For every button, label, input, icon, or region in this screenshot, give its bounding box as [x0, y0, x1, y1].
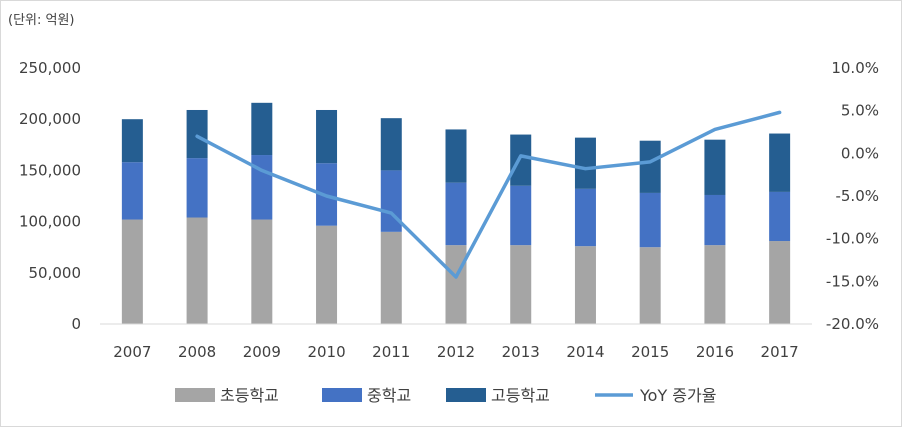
bar-segment — [574, 246, 596, 324]
x-tick-label: 2011 — [372, 343, 410, 361]
x-tick-label: 2016 — [696, 343, 734, 361]
legend-label: YoY 증가율 — [639, 386, 716, 405]
bar-segment — [639, 247, 661, 324]
bar-segment — [769, 133, 791, 192]
legend-swatch — [322, 388, 362, 402]
legend-label: 중학교 — [367, 386, 411, 405]
bar-segment — [445, 245, 467, 324]
x-tick-label: 2008 — [178, 343, 216, 361]
y-right-tick-label: 10.0% — [831, 59, 879, 77]
bar-segment — [510, 134, 532, 186]
bar-segment — [574, 188, 596, 247]
x-tick-label: 2007 — [113, 343, 151, 361]
legend-swatch — [175, 388, 215, 402]
bar-segment — [121, 119, 143, 163]
y-left-tick-label: 200,000 — [19, 110, 81, 128]
x-tick-label: 2013 — [502, 343, 540, 361]
bar-segment — [380, 118, 402, 171]
x-tick-label: 2015 — [631, 343, 669, 361]
y-right-tick-label: 0.0% — [841, 144, 879, 162]
x-tick-label: 2014 — [566, 343, 604, 361]
bar-segment — [121, 219, 143, 324]
bar-segment — [316, 109, 338, 164]
unit-label: (단위: 억원) — [8, 13, 75, 28]
y-right-tick-label: -10.0% — [826, 230, 879, 248]
y-left-tick-label: 100,000 — [19, 213, 81, 231]
bar-segment — [639, 192, 661, 248]
x-tick-label: 2017 — [761, 343, 799, 361]
bar-segment — [186, 109, 208, 159]
y-left-tick-label: 50,000 — [29, 264, 82, 282]
bar-segment — [445, 182, 467, 246]
bar-segment — [121, 162, 143, 220]
bar-segment — [704, 245, 726, 324]
bar-segment — [251, 219, 273, 324]
y-right-tick-label: -5.0% — [835, 187, 879, 205]
y-left-tick-label: 150,000 — [19, 161, 81, 179]
bar-segment — [704, 194, 726, 246]
y-left-tick-label: 250,000 — [19, 59, 81, 77]
x-tick-label: 2012 — [437, 343, 475, 361]
bar-segment — [510, 245, 532, 324]
bar-segment — [510, 185, 532, 246]
legend-label: 초등학교 — [220, 386, 279, 405]
bar-segment — [574, 137, 596, 189]
bar-segment — [769, 241, 791, 324]
bar-segment — [251, 102, 273, 156]
y-right-tick-label: -20.0% — [826, 315, 879, 333]
bar-segment — [704, 139, 726, 195]
bar-segment — [769, 191, 791, 242]
bar-segment — [639, 140, 661, 193]
bar-segment — [186, 217, 208, 324]
bar-segment — [380, 231, 402, 324]
bar-segment — [445, 129, 467, 183]
x-tick-label: 2009 — [243, 343, 281, 361]
y-right-tick-label: 5.0% — [841, 102, 879, 120]
yoy-growth-line — [195, 110, 782, 279]
y-right-tick-label: -15.0% — [826, 272, 879, 290]
bar-segment — [316, 225, 338, 324]
x-tick-label: 2010 — [307, 343, 345, 361]
y-left-tick-label: 0 — [71, 315, 81, 333]
legend-label: 고등학교 — [491, 386, 550, 405]
legend-swatch — [446, 388, 486, 402]
bar-segment — [186, 158, 208, 218]
